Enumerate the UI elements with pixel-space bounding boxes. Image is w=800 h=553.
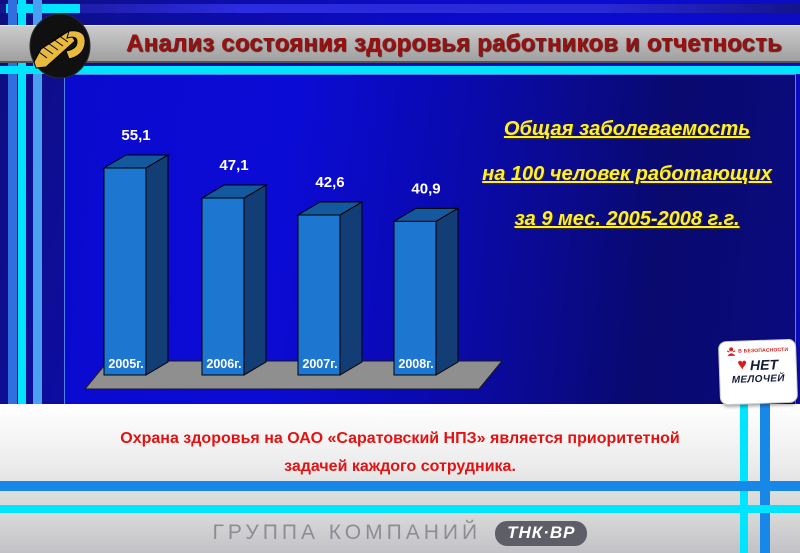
company-logo-hatching	[38, 34, 69, 59]
bar-side	[339, 201, 363, 376]
page-title: Анализ состояния здоровья работников и о…	[126, 29, 782, 57]
accent-vline-right-cyan	[740, 404, 748, 553]
title-bar: Анализ состояния здоровья работников и о…	[0, 25, 800, 63]
safety-badge-word2: МЕЛОЧЕЙ	[731, 373, 785, 386]
bar-category-label: 2005г.	[108, 357, 143, 371]
bar-value-label: 47,1	[219, 157, 248, 174]
accent-vline-left-light	[33, 0, 42, 404]
bar-side	[145, 154, 169, 376]
brand-badge: ТНК·ВР	[495, 520, 588, 546]
bar-category-label: 2006г.	[206, 357, 241, 371]
caption-line-1: Общая заболеваемость	[503, 118, 751, 140]
company-logo	[29, 13, 91, 79]
bar-value-label: 55,1	[121, 127, 150, 144]
note-box: Охрана здоровья на ОАО «Саратовский НПЗ»…	[0, 404, 800, 513]
disease-rate-bar-chart: 55,1 2005г. 47,1 2006г. 42,6 2007г. 40,9 2008г.	[83, 127, 504, 390]
safety-badge-main: ♥ НЕТ	[721, 356, 794, 375]
note-line-2: задачей каждого сотрудника.	[284, 458, 516, 475]
note-line-1: Охрана здоровья на ОАО «Саратовский НПЗ»…	[120, 430, 680, 447]
bar-value-label: 40,9	[411, 180, 440, 197]
safety-badge: В БЕЗОПАСНОСТИ ♥ НЕТ МЕЛОЧЕЙ	[717, 338, 799, 406]
bar-front	[201, 197, 245, 376]
person-icon	[726, 346, 736, 356]
accent-hline-blue	[0, 481, 800, 491]
accent-vline-left-cyan	[18, 0, 26, 404]
bar-front	[297, 214, 341, 376]
accent-vline-left-blue	[8, 0, 17, 404]
safety-badge-word1: НЕТ	[749, 356, 779, 374]
bar-value-label: 42,6	[315, 174, 344, 191]
bar-front	[393, 220, 437, 376]
accent-vline-right-blue	[760, 404, 770, 553]
footer: ГРУППА КОМПАНИЙ ТНК·ВР	[0, 513, 800, 553]
decor-top-strip-cyan	[6, 4, 80, 13]
company-logo-emblem-hook	[65, 30, 86, 60]
chart-caption: Общая заболеваемость на 100 человек рабо…	[460, 118, 794, 231]
accent-hline-cyan-bottom	[0, 505, 800, 513]
accent-hline-under-title	[0, 66, 800, 74]
footer-group-label: ГРУППА КОМПАНИЙ	[212, 521, 482, 544]
safety-badge-header: В БЕЗОПАСНОСТИ	[721, 344, 793, 358]
caption-line-3: за 9 мес. 2005-2008 г.г.	[514, 208, 740, 230]
bar-category-label: 2008г.	[398, 357, 433, 371]
caption-line-2: на 100 человек работающих	[482, 163, 772, 185]
bar-side	[435, 207, 459, 376]
safety-badge-tagline: В БЕЗОПАСНОСТИ	[738, 346, 789, 355]
bar-front	[103, 167, 147, 376]
heart-icon: ♥	[737, 356, 748, 374]
bar-side	[243, 184, 267, 376]
bar-category-label: 2007г.	[302, 357, 337, 371]
decor-top-strip	[0, 4, 800, 13]
